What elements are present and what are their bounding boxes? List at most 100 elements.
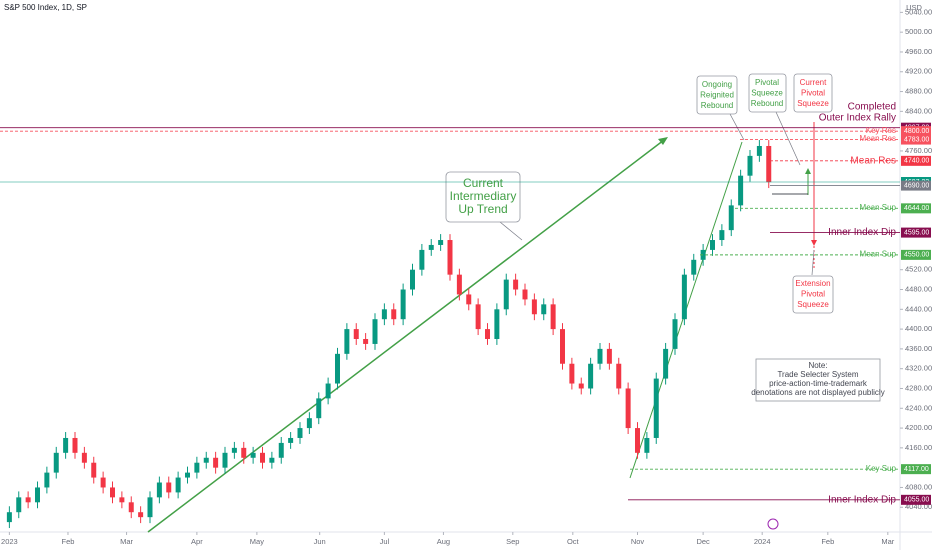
price-label: 4644.00 bbox=[904, 205, 929, 212]
annotation-text: Rebound bbox=[751, 99, 783, 108]
candle-body bbox=[391, 309, 397, 320]
candle-body bbox=[419, 249, 425, 270]
candle-body bbox=[241, 447, 247, 458]
arrow-head bbox=[805, 168, 811, 174]
candle-body bbox=[260, 452, 265, 463]
price-label: 4740.00 bbox=[904, 158, 929, 165]
event-icon bbox=[767, 518, 779, 530]
candle-body bbox=[44, 472, 50, 488]
candle-body bbox=[531, 299, 537, 315]
x-tick-label: Mar bbox=[120, 537, 133, 546]
price-box bbox=[901, 134, 931, 145]
y-tick-label: 4280.00 bbox=[905, 383, 932, 392]
price-label: 4800.00 bbox=[904, 128, 929, 135]
callout-box bbox=[792, 275, 834, 314]
price-label: 4690.00 bbox=[904, 182, 929, 189]
level-text: Mean Sup bbox=[860, 203, 897, 212]
candle-body bbox=[203, 457, 209, 463]
candle-body bbox=[672, 319, 678, 349]
candle-body bbox=[485, 329, 490, 339]
candle-body bbox=[194, 462, 200, 473]
y-tick-label: 4480.00 bbox=[905, 284, 932, 293]
candle-body bbox=[625, 388, 631, 429]
x-tick-label: Jun bbox=[314, 537, 326, 546]
price-box bbox=[901, 126, 931, 137]
arrow-head bbox=[658, 137, 668, 145]
candle-body bbox=[353, 329, 359, 339]
candle-body bbox=[663, 348, 669, 379]
level-text: Inner Index Dip bbox=[828, 227, 896, 238]
candle-body bbox=[147, 497, 153, 518]
candle-body bbox=[560, 329, 565, 364]
candle-body bbox=[344, 329, 350, 354]
candle-body bbox=[25, 497, 31, 503]
level-text: Mean Res bbox=[850, 155, 896, 166]
y-tick-label: 4440.00 bbox=[905, 304, 932, 313]
candle-body bbox=[138, 512, 144, 518]
candle-body bbox=[635, 428, 640, 453]
price-box bbox=[901, 180, 931, 191]
x-tick-label: Feb bbox=[62, 537, 75, 546]
candle-body bbox=[606, 348, 612, 364]
candle-body bbox=[550, 304, 556, 330]
candle-body bbox=[110, 487, 115, 498]
up-trend-line bbox=[147, 139, 665, 533]
candle-body bbox=[306, 418, 312, 429]
y-tick-label: 5000.00 bbox=[905, 27, 932, 36]
candle-body bbox=[644, 437, 650, 453]
annotation-text: price-action-time-trademark bbox=[769, 379, 868, 388]
candle-body bbox=[250, 452, 256, 458]
candle-body bbox=[588, 363, 594, 389]
annotation-text: Current bbox=[463, 176, 504, 190]
candle-body bbox=[513, 279, 519, 290]
annotation-text: Squeeze bbox=[797, 99, 829, 108]
candle-body bbox=[6, 512, 12, 523]
annotation-text: Trade Selecter System bbox=[777, 370, 858, 379]
price-box bbox=[901, 494, 931, 505]
candle-body bbox=[456, 274, 462, 295]
candle-body bbox=[175, 477, 181, 493]
y-tick-label: 4320.00 bbox=[905, 364, 932, 373]
candle-body bbox=[597, 348, 603, 364]
y-tick-label: 4240.00 bbox=[905, 403, 932, 412]
annotation-text: Current bbox=[800, 78, 827, 87]
y-tick-label: 4960.00 bbox=[905, 47, 932, 56]
y-tick-label: 4200.00 bbox=[905, 423, 932, 432]
candle-body bbox=[728, 205, 734, 231]
price-box bbox=[901, 249, 931, 260]
candle-body bbox=[578, 383, 584, 389]
candle-body bbox=[63, 437, 69, 453]
candle-body bbox=[128, 502, 134, 513]
y-tick-label: 4160.00 bbox=[905, 443, 932, 452]
candle-body bbox=[231, 447, 237, 453]
level-text: Mean Sup bbox=[860, 249, 897, 258]
candle-body bbox=[569, 363, 575, 384]
price-box bbox=[901, 227, 931, 238]
callout-pointer bbox=[775, 111, 801, 166]
candle-body bbox=[16, 497, 22, 513]
y-tick-label: 4360.00 bbox=[905, 344, 932, 353]
callout-box bbox=[445, 171, 521, 223]
x-tick-label: Feb bbox=[821, 537, 834, 546]
x-tick-label: Sep bbox=[506, 537, 519, 546]
x-tick-label: Mar bbox=[881, 537, 894, 546]
candle-body bbox=[747, 155, 753, 176]
arrow-head bbox=[811, 240, 817, 246]
level-text: Inner Index Dip bbox=[828, 494, 896, 505]
x-tick-label: Nov bbox=[631, 537, 645, 546]
candle-body bbox=[222, 452, 228, 468]
candle-body bbox=[288, 437, 294, 443]
y-tick-label: 4920.00 bbox=[905, 67, 932, 76]
candle-body bbox=[447, 240, 453, 275]
y-tick-label: 5040.00 bbox=[905, 7, 932, 16]
candle-body bbox=[35, 487, 40, 503]
candle-body bbox=[166, 482, 172, 493]
candle-body bbox=[616, 363, 622, 389]
candle-body bbox=[653, 378, 659, 438]
callout-box bbox=[748, 73, 787, 113]
callout-box bbox=[793, 73, 833, 113]
candle-body bbox=[719, 230, 725, 241]
candle-body bbox=[156, 482, 162, 498]
price-label: 4055.00 bbox=[904, 497, 929, 504]
level-text: Outer Index Rally bbox=[819, 112, 896, 123]
